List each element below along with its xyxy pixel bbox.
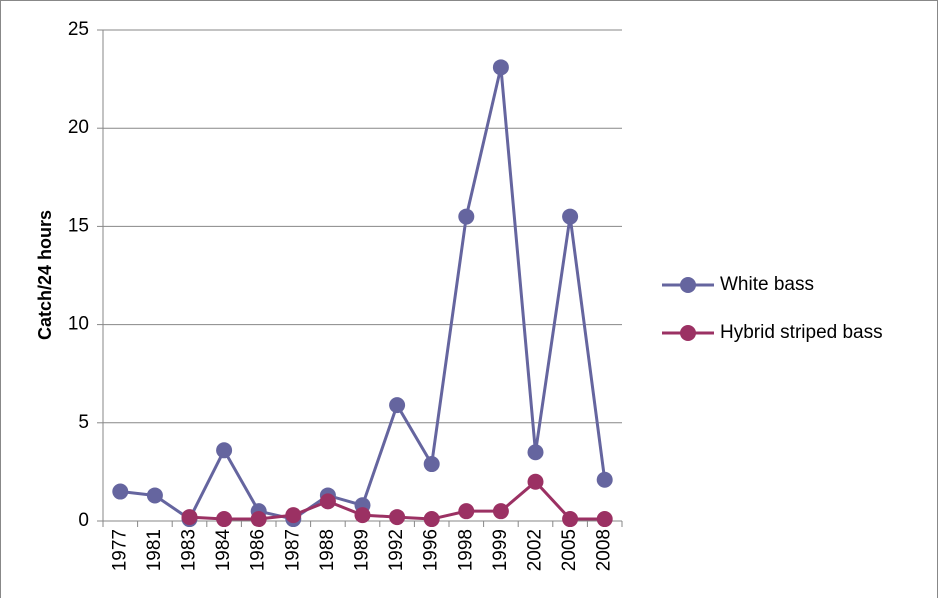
data-point [527,444,544,461]
x-tick-label: 1981 [144,529,165,571]
data-point [319,493,336,510]
data-point [492,503,509,520]
x-tick-label: 1987 [282,529,303,571]
x-tick-label: 1988 [317,529,338,571]
data-point [285,507,302,524]
x-tick-label: 1998 [455,529,476,571]
x-tick-label: 1992 [386,529,407,571]
x-tick-label: 2005 [559,529,580,571]
data-point [389,397,406,414]
data-point [181,509,198,526]
data-point [216,442,233,459]
data-point [112,483,129,500]
data-point [458,503,475,520]
y-tick-label: 0 [78,510,89,531]
y-tick-label: 20 [68,117,89,138]
x-tick-label: 1984 [213,529,234,572]
data-point [423,456,440,473]
x-tick-label: 1977 [109,529,130,571]
legend-marker [680,325,696,341]
x-tick-label: 1996 [421,529,442,571]
legend-marker [680,277,696,293]
data-point [562,511,579,528]
data-point [354,507,371,524]
y-axis-title: Catch/24 hours [35,210,55,340]
x-tick-label: 1989 [352,529,373,571]
y-tick-label: 15 [68,215,89,236]
y-tick-label: 25 [68,19,89,40]
data-point [596,471,613,488]
data-point [562,208,579,225]
x-tick-label: 1986 [248,529,269,571]
x-tick-label: 1983 [179,529,200,571]
legend-label: White bass [720,274,814,295]
y-tick-label: 10 [68,314,89,335]
data-point [458,208,475,225]
x-tick-label: 2008 [594,529,615,571]
y-tick-label: 5 [78,412,89,433]
data-point [146,487,163,504]
data-point [389,509,406,526]
legend-label: Hybrid striped bass [720,322,883,343]
x-tick-label: 1999 [490,529,511,571]
data-point [492,59,509,76]
data-point [216,511,233,528]
data-point [250,511,267,528]
x-tick-label: 2002 [525,529,546,571]
data-point [423,511,440,528]
data-point [596,511,613,528]
data-point [527,473,544,490]
